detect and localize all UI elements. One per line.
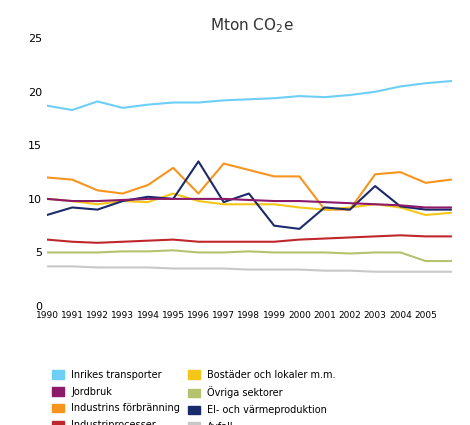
Title: Mton CO$_2$e: Mton CO$_2$e xyxy=(210,16,293,34)
Legend: Inrikes transporter, Jordbruk, Industrins förbränning, Industriprocesser, Bostäd: Inrikes transporter, Jordbruk, Industrin… xyxy=(52,370,336,425)
